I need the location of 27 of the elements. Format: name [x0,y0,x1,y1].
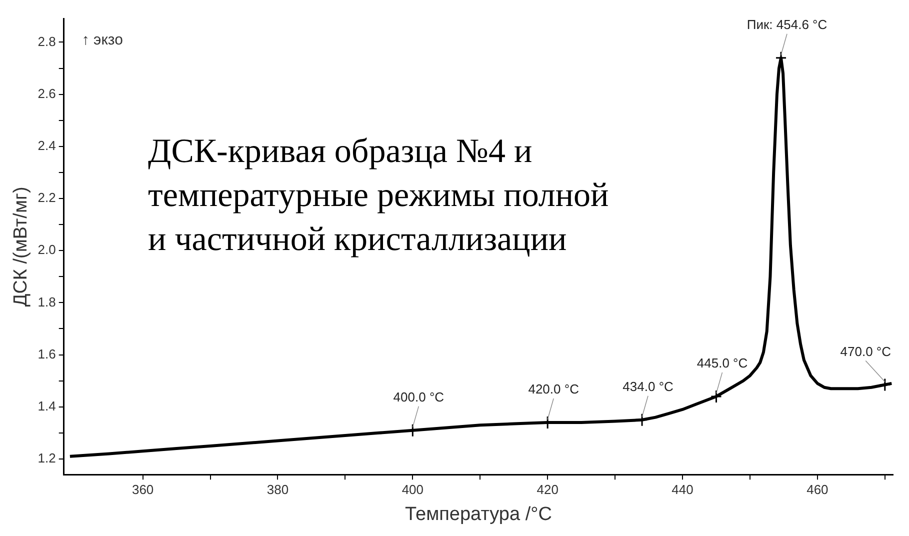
point [710,390,722,404]
x-tick-label: 460 [806,482,828,497]
y-tick-label: 2.8 [38,34,56,49]
annotation: 434.0 °C [622,378,674,394]
x-axis-title: Температура /°C [404,504,552,525]
annotation: Пик: 454.6 °C [746,16,828,32]
y-tick-label: 2.2 [38,190,56,206]
point [879,378,891,392]
y-tick-label: 1.2 [38,450,56,466]
annotation: 420.0 °C [528,382,579,397]
annotation: 445.0 °C [696,356,748,371]
y-axis-title: ДСК /(мВт/мг) [10,186,32,307]
y-tick-label: 1.4 [38,398,56,414]
x-tick-label: 360 [132,482,154,497]
x-tick-label: 440 [672,482,694,497]
y-tick-label: 2.4 [38,138,56,153]
x-tick-label: 380 [266,482,289,497]
annotation: 470.0 °C [840,344,891,359]
x-tick-label: 420 [536,482,558,497]
annotation: 400.0 °C [393,389,444,404]
y-tick-label: 1.6 [38,346,56,362]
y-tick-label: 2.0 [38,242,56,258]
text: ДСК-кривая образца №4 и температурные режимы полной и частичной кристаллизации [148,132,610,260]
x-tick-label: 400 [402,482,424,497]
annotation: ↑ экзо [82,31,123,48]
y-tick-label: 2.6 [38,86,56,101]
y-tick-label: 1.8 [38,294,56,310]
